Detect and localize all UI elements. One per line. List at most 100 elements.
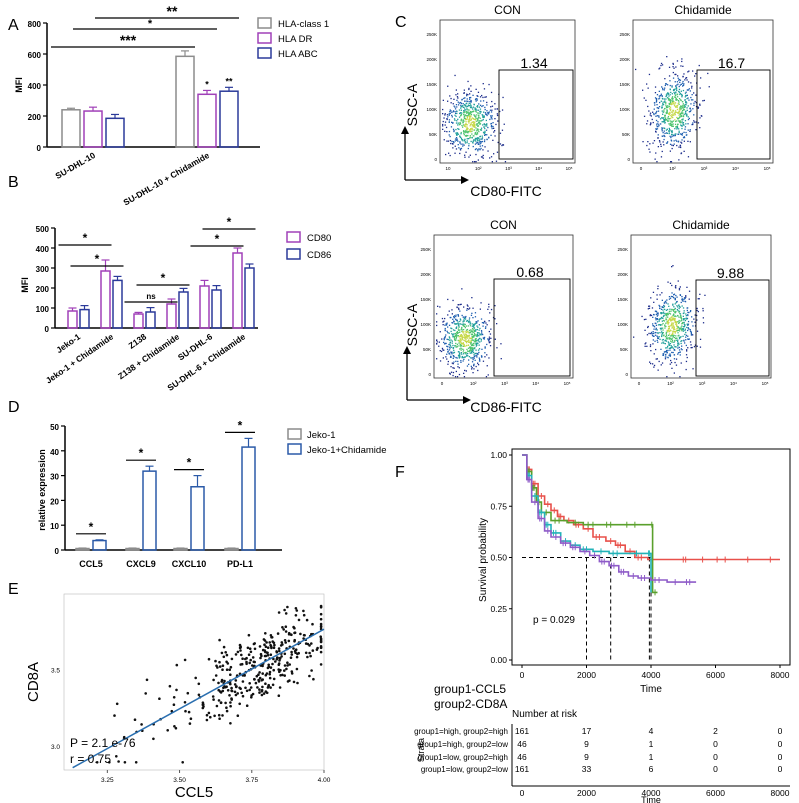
panel-c-event-dot — [674, 102, 677, 104]
panel-c-event-dot — [464, 141, 466, 143]
panel-c-event-dot — [666, 351, 668, 354]
panel-c-event-dot — [657, 288, 659, 290]
panel-c-event-dot — [466, 112, 468, 114]
panel-e-point — [283, 669, 286, 672]
panel-c-event-dot — [474, 123, 476, 125]
panel-c-event-dot — [467, 134, 469, 137]
panel-c-event-dot — [484, 112, 487, 114]
panel-c-event-dot — [662, 103, 665, 106]
panel-e-point — [218, 660, 221, 664]
panel-c-event-dot — [456, 99, 458, 101]
panel-c-event-dot — [455, 128, 457, 131]
panel-c-event-dot — [470, 118, 472, 120]
panel-c-event-dot — [689, 310, 692, 313]
panel-c-event-dot — [484, 108, 486, 111]
panel-c-event-dot — [673, 328, 675, 331]
panel-c-event-dot — [662, 113, 664, 115]
panel-c-event-dot — [669, 99, 671, 102]
panel-c-event-dot — [661, 95, 663, 97]
panel-c-x-tick-label: 10⁴ — [532, 381, 539, 386]
panel-f-risk-row-label: group1=high, group2=low — [417, 740, 508, 749]
panel-a-y-tick-label: 200 — [28, 113, 42, 122]
panel-c-event-dot — [486, 324, 488, 326]
panel-c-event-dot — [684, 106, 686, 108]
panel-e-point — [152, 737, 155, 741]
panel-c-x-tick-label: 10⁴ — [732, 166, 739, 171]
panel-c-event-dot — [663, 119, 666, 122]
panel-c-event-dot — [690, 347, 692, 349]
panel-c-event-dot — [681, 58, 683, 60]
panel-c-event-dot — [668, 334, 670, 336]
panel-c-event-dot — [463, 353, 465, 355]
panel-c-event-dot — [657, 336, 659, 338]
panel-c-event-dot — [476, 322, 478, 324]
panel-c-event-dot — [689, 329, 691, 331]
panel-c-event-dot — [677, 339, 679, 341]
panel-c-event-dot — [466, 142, 468, 144]
panel-c-event-dot — [445, 356, 447, 358]
panel-c-event-dot — [484, 327, 487, 329]
panel-c-event-dot — [669, 342, 672, 345]
panel-c-event-dot — [470, 111, 472, 113]
panel-c-event-dot — [663, 320, 665, 322]
panel-d-legend-label: Jeko-1 — [307, 430, 336, 441]
panel-c-event-dot — [649, 151, 651, 153]
panel-e-point — [218, 665, 222, 668]
panel-c-event-dot — [669, 347, 671, 349]
panel-c-event-dot — [674, 303, 676, 305]
panel-c-event-dot — [480, 138, 482, 140]
panel-c-event-dot — [671, 93, 673, 95]
panel-c-event-dot — [476, 98, 478, 100]
panel-c-event-dot — [475, 340, 477, 342]
panel-c-event-dot — [452, 334, 454, 336]
panel-e-point — [201, 703, 205, 707]
panel-c-event-dot — [653, 326, 656, 328]
panel-c-event-dot — [469, 154, 471, 156]
panel-e-point — [278, 670, 281, 674]
panel-c-event-dot — [479, 341, 481, 343]
panel-c-event-dot — [702, 100, 704, 102]
panel-c-event-dot — [677, 326, 679, 328]
panel-c-event-dot — [462, 332, 464, 334]
panel-c-event-dot — [660, 308, 663, 310]
panel-c-event-dot — [687, 320, 690, 323]
panel-c-event-dot — [463, 134, 465, 136]
panel-e-point — [238, 686, 241, 690]
panel-c-event-dot — [668, 127, 670, 130]
panel-e-point — [166, 729, 169, 732]
panel-c-event-dot — [668, 123, 670, 125]
panel-c-event-dot — [668, 312, 671, 314]
panel-c-event-dot — [680, 124, 682, 126]
panel-c-event-dot — [676, 127, 678, 129]
panel-c-event-dot — [450, 327, 452, 329]
panel-c-event-dot — [669, 335, 672, 337]
panel-c-event-dot — [467, 305, 469, 307]
panel-c-event-dot — [657, 312, 659, 314]
panel-c-event-dot — [663, 98, 665, 100]
panel-c-event-dot — [447, 338, 449, 341]
panel-c-event-dot — [478, 121, 481, 123]
panel-e-point — [123, 761, 127, 764]
panel-c-event-dot — [472, 141, 474, 143]
panel-c-event-dot — [676, 300, 678, 303]
panel-c-event-dot — [687, 324, 689, 326]
panel-e-point — [292, 625, 295, 629]
panel-c-event-dot — [685, 77, 688, 79]
panel-e-point — [274, 660, 277, 663]
panel-c-event-dot — [674, 96, 676, 98]
panel-f-risk-x-tick-label: 8000 — [771, 788, 790, 798]
panel-c-event-dot — [479, 108, 482, 110]
panel-c-event-dot — [464, 317, 466, 319]
panel-c-event-dot — [481, 331, 483, 333]
panel-c-event-dot — [683, 321, 685, 324]
panel-c-event-dot — [465, 118, 467, 121]
panel-c-event-dot — [681, 94, 683, 96]
panel-c-event-dot — [467, 138, 470, 140]
panel-e-point — [319, 663, 323, 666]
panel-c-plot-title: Chidamide — [672, 218, 730, 232]
panel-c-event-dot — [678, 319, 680, 322]
panel-c-event-dot — [682, 300, 684, 302]
panel-c-event-dot — [470, 365, 472, 367]
panel-e-p-value: P = 2.1 e-76 — [70, 736, 136, 750]
panel-c-event-dot — [467, 132, 469, 134]
